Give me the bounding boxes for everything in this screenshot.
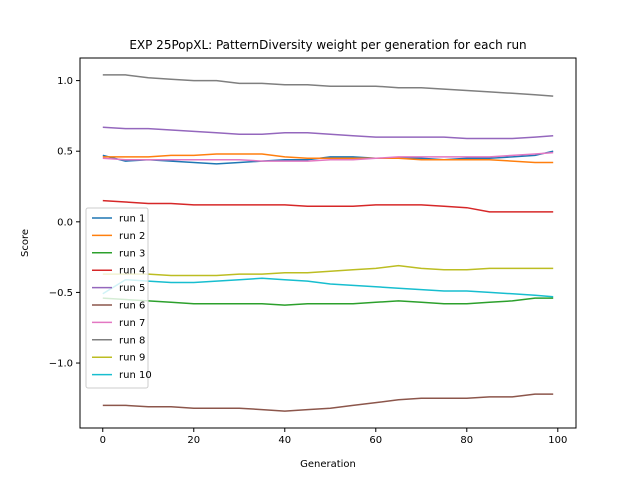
- legend-label: run 10: [119, 370, 152, 381]
- y-tick-label: 1.0: [57, 76, 73, 87]
- y-tick-label: 0.0: [57, 217, 73, 228]
- series-line-run-6: [102, 393, 554, 412]
- plot-frame: [79, 57, 577, 429]
- legend-label: run 7: [119, 318, 145, 329]
- y-tick-label: −1.0: [49, 359, 73, 370]
- series-line-run-5: [102, 126, 554, 140]
- x-axis-label: Generation: [300, 459, 356, 470]
- series-line-run-3: [102, 297, 554, 306]
- series-line-run-4: [102, 199, 554, 213]
- x-tick-label: 80: [460, 435, 473, 446]
- y-tick-label: 0.5: [57, 147, 73, 158]
- series-line-run-1: [102, 150, 554, 165]
- legend-label: run 3: [119, 248, 145, 259]
- y-tick-label: −0.5: [49, 288, 73, 299]
- legend-label: run 8: [119, 335, 145, 346]
- chart-title: EXP 25PopXL: PatternDiversity weight per…: [129, 38, 526, 52]
- legend-label: run 1: [119, 214, 145, 225]
- x-tick-label: 40: [278, 435, 291, 446]
- legend-label: run 5: [119, 283, 145, 294]
- legend-label: run 6: [119, 301, 145, 312]
- series-line-run-9: [102, 264, 554, 277]
- axes-layer: [79, 57, 577, 429]
- x-tick-label: 60: [369, 435, 382, 446]
- legend-label: run 9: [119, 353, 145, 364]
- series-line-run-8: [102, 74, 554, 97]
- legend-label: run 2: [119, 231, 145, 242]
- series-layer: [102, 74, 554, 412]
- series-line-run-7: [102, 151, 554, 162]
- series-line-run-10: [102, 277, 554, 298]
- x-tick-label: 0: [100, 435, 106, 446]
- legend: run 1 run 2 run 3 run 4 run 5 run 6 run 7 run 8…: [85, 207, 152, 389]
- ticks-layer: 0 20 40 60 80 100 −1.0 −0.5 0.0 0.5 1.0: [49, 76, 568, 446]
- x-tick-label: 20: [187, 435, 200, 446]
- y-axis-label: Score: [20, 229, 31, 257]
- x-tick-label: 100: [548, 435, 567, 446]
- legend-label: run 4: [119, 266, 145, 277]
- series-line-run-2: [102, 153, 554, 164]
